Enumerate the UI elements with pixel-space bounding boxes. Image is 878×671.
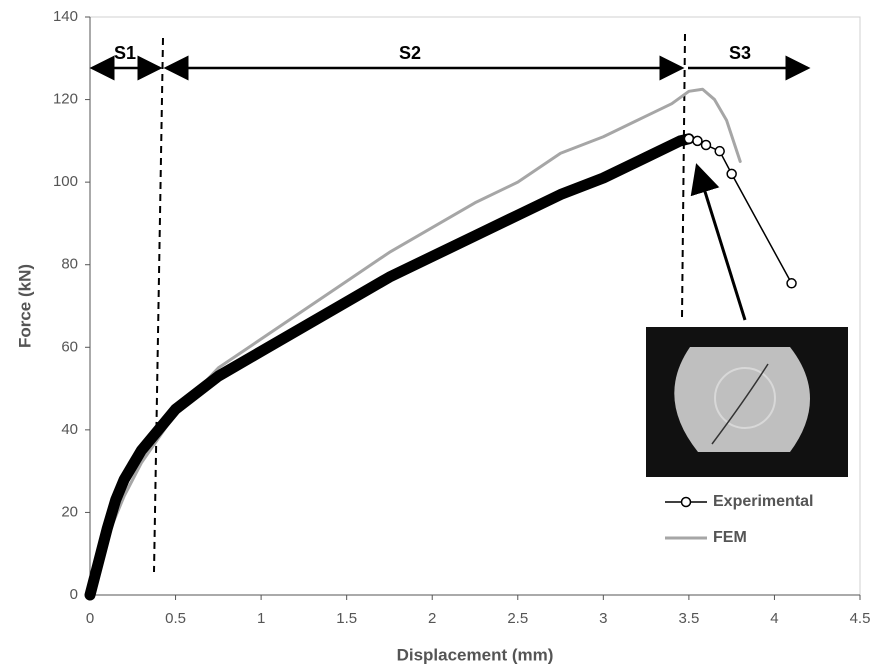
data-point xyxy=(683,133,695,145)
x-tick-label: 1 xyxy=(257,610,265,627)
legend-label: Experimental xyxy=(713,493,813,510)
y-tick-label: 40 xyxy=(61,421,78,438)
legend-label: FEM xyxy=(713,529,747,546)
y-tick-label: 120 xyxy=(53,91,78,108)
x-tick-label: 3.5 xyxy=(678,610,699,627)
y-axis-label: Force (kN) xyxy=(15,264,34,348)
x-tick-label: 2.5 xyxy=(507,610,528,627)
callout-arrow xyxy=(690,163,747,321)
x-tick-label: 3 xyxy=(599,610,607,627)
x-tick-label: 4 xyxy=(770,610,778,627)
stage-divider xyxy=(153,37,164,573)
data-point xyxy=(692,135,703,147)
legend-marker xyxy=(680,496,692,508)
series-line-dense xyxy=(84,133,695,601)
x-tick-label: 0 xyxy=(86,610,94,627)
data-point xyxy=(726,168,737,180)
data-point xyxy=(786,278,797,289)
stage-divider xyxy=(681,33,686,319)
annotation: S2 xyxy=(399,43,421,63)
y-tick-label: 0 xyxy=(70,586,78,603)
y-tick-label: 60 xyxy=(61,338,78,355)
x-tick-label: 0.5 xyxy=(165,610,186,627)
x-axis-label: Displacement (mm) xyxy=(397,645,554,664)
x-tick-label: 4.5 xyxy=(850,610,871,627)
data-point xyxy=(714,145,725,157)
annotation: S3 xyxy=(729,43,751,63)
y-tick-label: 140 xyxy=(53,8,78,25)
x-tick-label: 2 xyxy=(428,610,436,627)
data-point xyxy=(700,139,712,151)
annotation: S1 xyxy=(114,43,136,63)
y-tick-label: 80 xyxy=(61,256,78,273)
y-tick-label: 100 xyxy=(53,173,78,190)
x-tick-label: 1.5 xyxy=(336,610,357,627)
series-line xyxy=(88,87,742,597)
y-tick-label: 20 xyxy=(61,503,78,520)
inset-photo xyxy=(646,327,848,477)
